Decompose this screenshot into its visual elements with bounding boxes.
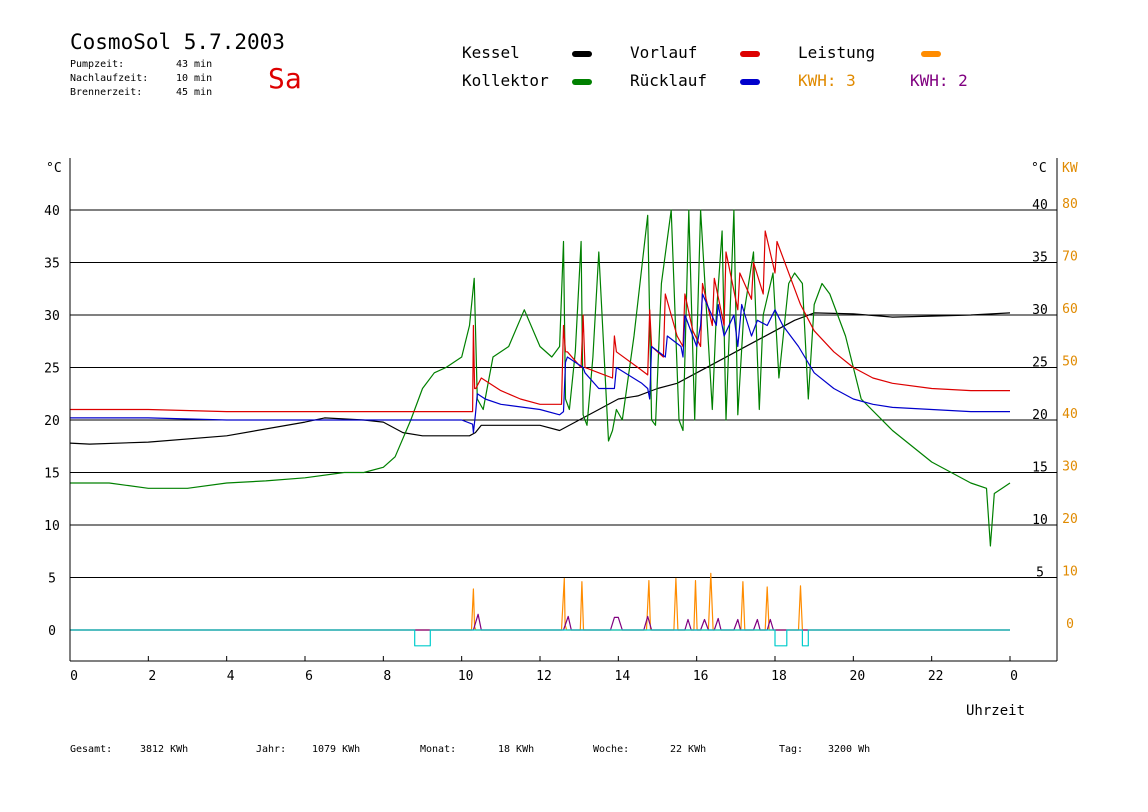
runtime-values: 43 min 10 min 45 min bbox=[176, 58, 212, 100]
y-tick-label-kw: 60 bbox=[1062, 302, 1078, 317]
x-tick-label: 20 bbox=[850, 669, 866, 684]
y-tick-label-kw: 30 bbox=[1062, 460, 1078, 475]
x-tick-label: 0 bbox=[1010, 669, 1018, 684]
y-tick-label-left: 40 bbox=[44, 204, 60, 219]
legend-kwh1-label: KWH: 3 bbox=[798, 71, 856, 90]
y-tick-label-right: 30 bbox=[1032, 303, 1048, 318]
app-title: CosmoSol 5.7.2003 bbox=[70, 30, 285, 54]
y-tick-label-right: 10 bbox=[1032, 513, 1048, 528]
y-tick-label-left: 5 bbox=[48, 572, 56, 587]
legend-vorlauf-swatch bbox=[740, 51, 760, 57]
y-tick-label-kw: 20 bbox=[1062, 512, 1078, 527]
x-tick-label: 4 bbox=[227, 669, 235, 684]
legend-ruecklauf-swatch bbox=[740, 79, 760, 85]
legend-kessel-label: Kessel bbox=[462, 43, 520, 62]
x-tick-label: 6 bbox=[305, 669, 313, 684]
y-tick-label-left: 25 bbox=[44, 362, 60, 377]
y-tick-label-right: 40 bbox=[1032, 198, 1048, 213]
footer-monat-value: 18 KWh bbox=[498, 744, 535, 755]
brennerzeit-label: Brennerzeit: bbox=[70, 87, 143, 98]
footer-tag-label: Tag: bbox=[779, 744, 804, 755]
y-tick-label-right: 20 bbox=[1032, 408, 1048, 423]
footer-gesamt-value: 3812 KWh bbox=[140, 744, 189, 755]
footer-woche-value: 22 KWh bbox=[670, 744, 707, 755]
x-tick-label: 8 bbox=[383, 669, 391, 684]
legend-kessel-swatch bbox=[572, 51, 592, 57]
y-tick-label-kw: 40 bbox=[1062, 407, 1078, 422]
y-tick-label-left: 20 bbox=[44, 414, 60, 429]
series-line-kwh2 bbox=[70, 613, 1010, 631]
series-line-leistung bbox=[70, 572, 1010, 631]
x-tick-label: 22 bbox=[928, 669, 944, 684]
footer-jahr-value: 1079 KWh bbox=[312, 744, 361, 755]
y-tick-label-kw: 50 bbox=[1062, 355, 1078, 370]
weekday-label: Sa bbox=[268, 62, 302, 95]
x-axis-label: Uhrzeit bbox=[966, 703, 1025, 719]
y-tick-label-left: 0 bbox=[48, 624, 56, 639]
x-tick-label: 12 bbox=[536, 669, 552, 684]
series-line-kessel bbox=[69, 312, 1011, 445]
legend-leistung-label: Leistung bbox=[798, 43, 876, 62]
pumpzeit-value: 43 min bbox=[176, 59, 213, 70]
x-tick-label: 10 bbox=[458, 669, 474, 684]
runtime-labels: Pumpzeit: Nachlaufzeit: Brennerzeit: bbox=[70, 58, 148, 100]
y-tick-label-kw: 80 bbox=[1062, 197, 1078, 212]
y-tick-label-right: 25 bbox=[1032, 356, 1048, 371]
legend-kwh2-label: KWH: 2 bbox=[910, 71, 968, 90]
y-tick-label-left: 15 bbox=[44, 467, 60, 482]
legend-kollektor-swatch bbox=[572, 79, 592, 85]
y-tick-label-left: 30 bbox=[44, 309, 60, 324]
y-axis-unit-left: °C bbox=[46, 161, 62, 176]
footer-gesamt-label: Gesamt: bbox=[70, 744, 113, 755]
x-tick-label: 16 bbox=[693, 669, 709, 684]
footer-woche-label: Woche: bbox=[593, 744, 630, 755]
y-tick-label-right: 15 bbox=[1032, 461, 1048, 476]
y-tick-label-kw: 70 bbox=[1062, 250, 1078, 265]
legend-kollektor-label: Kollektor bbox=[462, 71, 549, 90]
nachlaufzeit-value: 10 min bbox=[176, 73, 213, 84]
pumpzeit-label: Pumpzeit: bbox=[70, 59, 125, 70]
y-tick-label-left: 10 bbox=[44, 519, 60, 534]
x-tick-label: 18 bbox=[771, 669, 787, 684]
legend-ruecklauf-label: Rücklauf bbox=[630, 71, 708, 90]
y-tick-label-right: 5 bbox=[1036, 566, 1044, 581]
x-tick-label: 2 bbox=[148, 669, 156, 684]
y-axis-unit-kw: KW bbox=[1062, 161, 1078, 176]
series-line-kollektor bbox=[70, 209, 1011, 547]
brennerzeit-value: 45 min bbox=[176, 87, 213, 98]
y-tick-label-kw: 0 bbox=[1066, 617, 1074, 632]
y-tick-label-kw: 10 bbox=[1062, 565, 1078, 580]
footer-monat-label: Monat: bbox=[420, 744, 457, 755]
y-axis-unit-right: °C bbox=[1031, 161, 1047, 176]
series-line-ruecklauf bbox=[70, 293, 1010, 434]
footer-jahr-label: Jahr: bbox=[256, 744, 287, 755]
y-tick-label-left: 35 bbox=[44, 257, 60, 272]
series-line-pump bbox=[70, 629, 1010, 647]
y-tick-label-right: 35 bbox=[1032, 251, 1048, 266]
nachlaufzeit-label: Nachlaufzeit: bbox=[70, 73, 149, 84]
x-tick-label: 0 bbox=[70, 669, 78, 684]
legend-vorlauf-label: Vorlauf bbox=[630, 43, 698, 62]
x-tick-label: 14 bbox=[615, 669, 631, 684]
footer-tag-value: 3200 Wh bbox=[828, 744, 871, 755]
series-line-vorlauf bbox=[70, 230, 1010, 413]
legend-leistung-swatch bbox=[921, 51, 941, 57]
